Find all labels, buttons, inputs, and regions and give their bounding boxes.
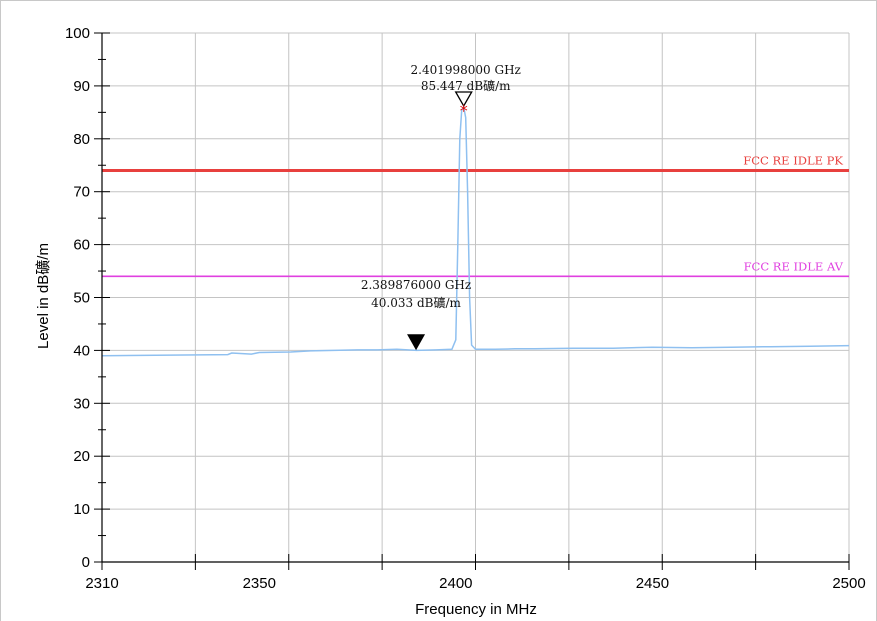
y-axis-title: Level in dB礦/m [35, 243, 52, 349]
x-tick-label: 2500 [832, 575, 865, 592]
y-tick-label: 90 [73, 78, 90, 95]
peak-marker-level: 85.447 dB礦/m [421, 78, 511, 93]
tick-labels: 0 10 20 30 40 50 60 70 80 90 100 2310 2350 2400 2450 25… [65, 25, 866, 592]
x-tick-label: 2350 [243, 575, 276, 592]
edge-marker-level: 40.033 dB礦/m [371, 295, 461, 310]
y-tick-label: 80 [73, 131, 90, 148]
y-tick-label: 60 [73, 237, 90, 254]
y-tick-label: 50 [73, 290, 90, 307]
y-tick-label: 0 [82, 554, 90, 571]
peak-marker-frequency: 2.401998000 GHz [411, 63, 521, 77]
y-tick-label: 100 [65, 25, 90, 42]
y-tick-label: 30 [73, 395, 90, 412]
y-tick-label: 70 [73, 184, 90, 201]
grid [102, 32, 850, 562]
edge-marker-triangle [407, 334, 426, 351]
trace-line [101, 105, 850, 357]
x-tick-label: 2310 [85, 575, 118, 592]
peak-star-icon: * [460, 101, 468, 120]
y-tick-label: 20 [73, 448, 90, 465]
limit-lines: FCC RE IDLE PK FCC RE IDLE AV [102, 154, 849, 278]
limit-line-label: FCC RE IDLE PK [743, 154, 843, 168]
y-tick-label: 40 [73, 342, 90, 359]
limit-line-label: FCC RE IDLE AV [744, 259, 844, 273]
x-tick-label: 2400 [439, 575, 472, 592]
series-layer [101, 105, 850, 357]
x-tick-label: 2450 [636, 575, 669, 592]
axes [94, 32, 850, 570]
x-axis-title: Frequency in MHz [415, 601, 537, 618]
peak-marker-triangle [454, 91, 473, 108]
edge-marker-frequency: 2.389876000 GHz [361, 278, 471, 292]
y-tick-label: 10 [73, 501, 90, 518]
